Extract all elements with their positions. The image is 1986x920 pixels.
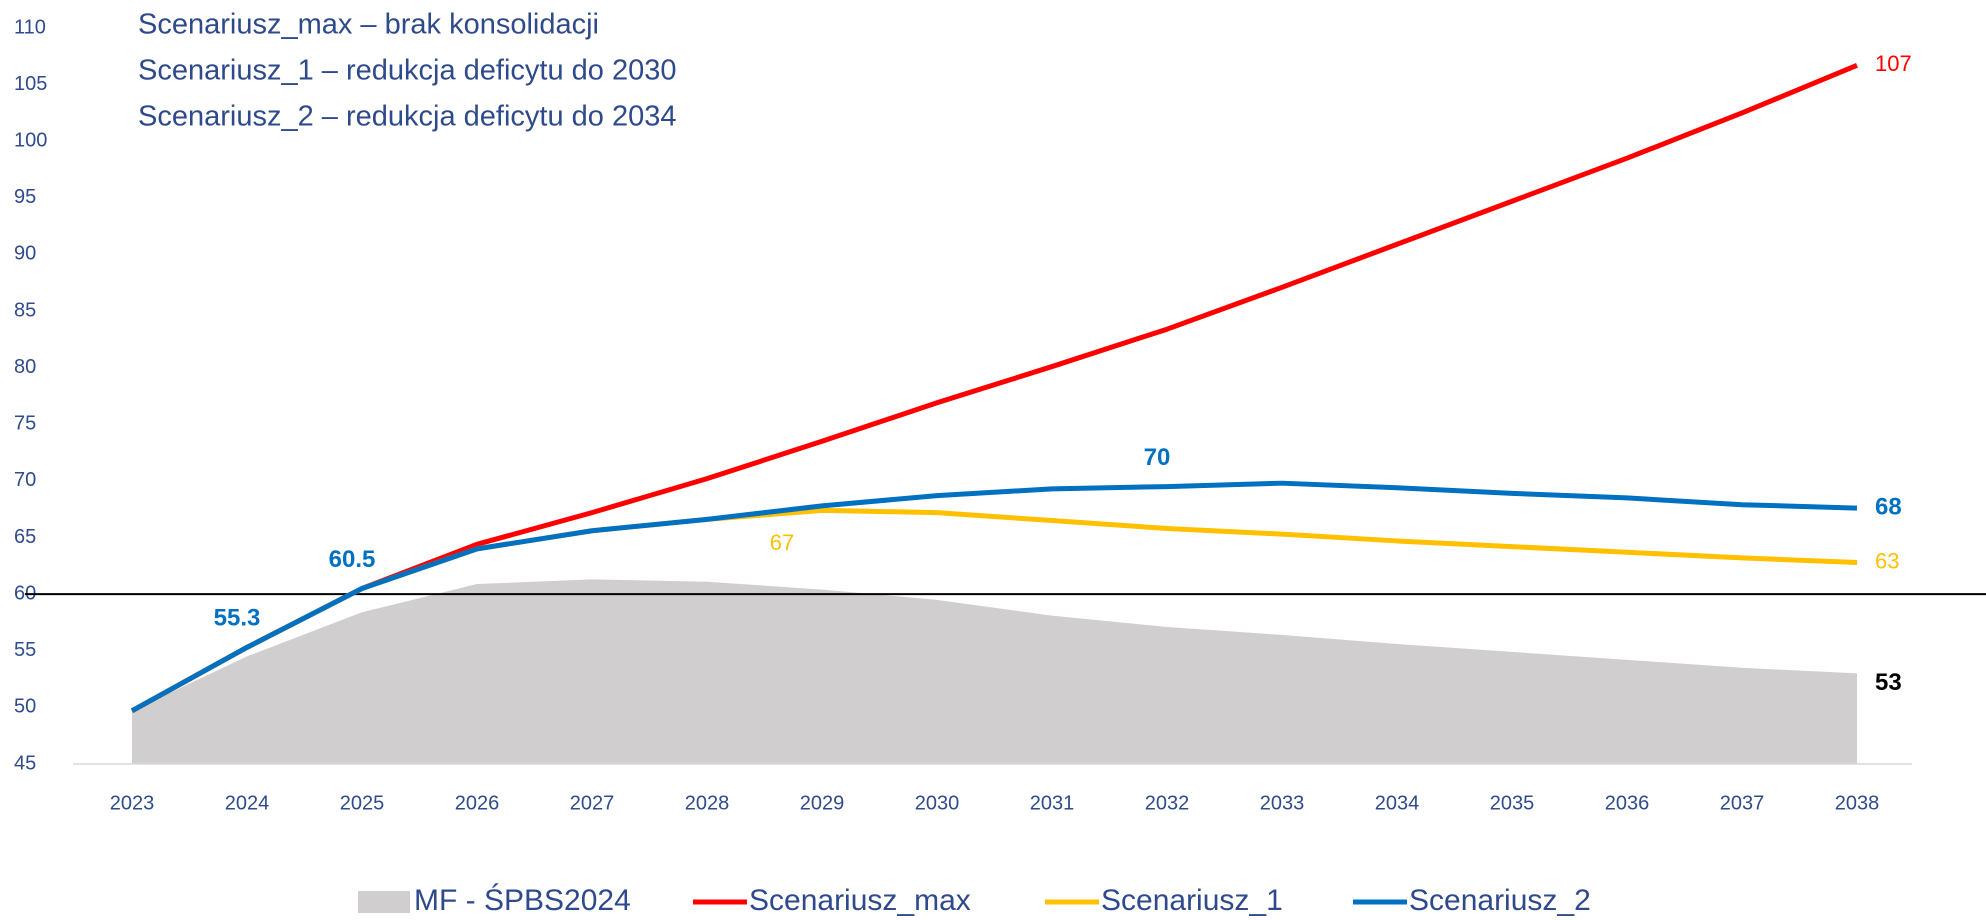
y-tick-label: 50 xyxy=(14,696,36,718)
y-tick-label: 95 xyxy=(14,186,36,208)
annotation: Scenariusz_2 – redukcja deficytu do 2034 xyxy=(138,101,676,133)
x-tick-label: 2034 xyxy=(1375,792,1420,814)
y-tick-label: 80 xyxy=(14,356,36,378)
line xyxy=(130,480,1858,713)
x-tick-label: 2024 xyxy=(225,792,270,814)
data-label: 55.3 xyxy=(214,605,261,632)
y-tick-label: 45 xyxy=(14,752,36,774)
annotation: Scenariusz_max – brak konsolidacji xyxy=(138,9,599,41)
y-tick-label: 85 xyxy=(14,299,36,321)
legend-label: Scenariusz_1 xyxy=(1101,884,1283,917)
x-tick-label: 2028 xyxy=(685,792,730,814)
x-tick-label: 2036 xyxy=(1605,792,1650,814)
data-label: 60.5 xyxy=(329,546,376,573)
x-tick-label: 2038 xyxy=(1835,792,1880,814)
legend-label: Scenariusz_max xyxy=(749,884,971,917)
data-label: 67 xyxy=(770,530,794,555)
x-tick-label: 2027 xyxy=(570,792,615,814)
y-tick-label: 100 xyxy=(14,130,47,152)
data-label: 53 xyxy=(1875,669,1902,696)
data-label: 70 xyxy=(1144,444,1171,471)
x-tick-label: 2033 xyxy=(1260,792,1305,814)
y-tick-label: 75 xyxy=(14,413,36,435)
x-tick-label: 2029 xyxy=(800,792,845,814)
y-tick-label: 105 xyxy=(14,73,47,95)
x-tick-label: 2037 xyxy=(1720,792,1765,814)
annotation: Scenariusz_1 – redukcja deficytu do 2030 xyxy=(138,55,676,87)
x-tick-label: 2030 xyxy=(915,792,960,814)
legend-label: Scenariusz_2 xyxy=(1409,884,1591,917)
x-tick-label: 2023 xyxy=(110,792,155,814)
y-tick-label: 55 xyxy=(14,639,36,661)
legend-label: MF - ŚPBS2024 xyxy=(414,883,631,917)
y-tick-label: 90 xyxy=(14,243,36,265)
legend-swatch xyxy=(358,891,410,913)
y-tick-label: 70 xyxy=(14,469,36,491)
data-label: 68 xyxy=(1875,493,1902,520)
x-tick-label: 2025 xyxy=(340,792,385,814)
data-label: 107 xyxy=(1875,51,1912,76)
area xyxy=(132,579,1857,764)
x-tick-label: 2026 xyxy=(455,792,500,814)
y-tick-label: 65 xyxy=(14,526,36,548)
data-label: 63 xyxy=(1875,548,1899,573)
x-tick-label: 2035 xyxy=(1490,792,1535,814)
x-tick-label: 2032 xyxy=(1145,792,1190,814)
y-tick-label: 110 xyxy=(14,16,46,38)
x-tick-label: 2031 xyxy=(1030,792,1075,814)
